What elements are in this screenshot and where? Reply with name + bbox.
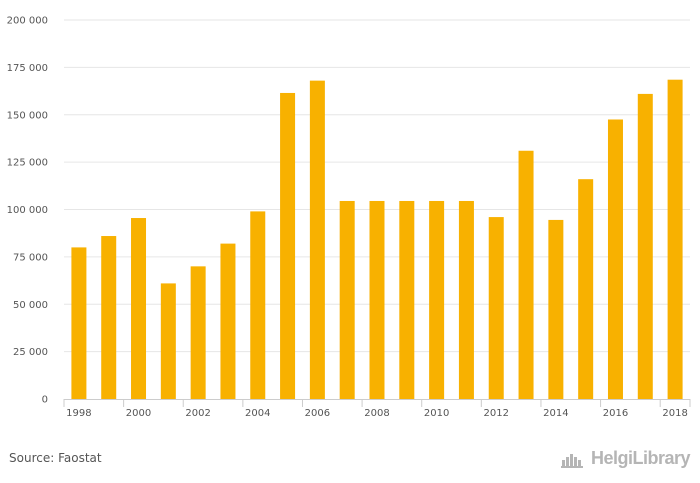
helgi-library-logo-icon: [560, 453, 583, 468]
y-tick-label: 0: [42, 395, 48, 406]
x-tick-label: 1998: [66, 408, 91, 419]
x-tick-label: 2008: [364, 408, 389, 419]
brand-name: HelgiLibrary: [590, 448, 691, 468]
x-tick-label: 2014: [543, 408, 568, 419]
bar-2006: [309, 80, 325, 399]
bar-2010: [429, 200, 445, 399]
bar-1999: [101, 236, 117, 399]
bar-2018: [667, 79, 683, 399]
bar-2009: [399, 200, 415, 399]
x-tick-label: 2006: [305, 408, 330, 419]
bar-2015: [578, 179, 594, 399]
bar-2017: [637, 93, 653, 399]
bar-1998: [71, 247, 87, 399]
y-tick-label: 25 000: [13, 347, 48, 358]
y-tick-label: 75 000: [13, 252, 48, 263]
y-tick-label: 150 000: [7, 110, 48, 121]
bar-2000: [131, 218, 147, 399]
bar-2011: [458, 200, 474, 399]
y-tick-label: 200 000: [7, 16, 48, 27]
bar-2012: [488, 217, 504, 399]
source-label: Source: Faostat: [9, 451, 102, 465]
bar-chart: 0 25 000 50 000 75 000 100 000 125 000 150 000…: [7, 16, 691, 419]
x-tick-label: 2016: [603, 408, 628, 419]
bar-2007: [339, 200, 355, 399]
bar-2016: [607, 119, 623, 400]
bar-2003: [220, 243, 236, 399]
bar-2002: [190, 266, 206, 399]
bar-2008: [369, 200, 385, 399]
y-tick-label: 100 000: [7, 205, 48, 216]
bar-2005: [280, 92, 296, 400]
x-tick-label: 2004: [245, 408, 270, 419]
brand-logo[interactable]: HelgiLibrary: [560, 448, 691, 469]
bar-2014: [548, 219, 564, 399]
y-tick-label: 175 000: [7, 63, 48, 74]
bar-2004: [250, 211, 266, 399]
x-tick-label: 2010: [424, 408, 449, 419]
x-tick-label: 2018: [662, 408, 687, 419]
x-tick-label: 2002: [185, 408, 210, 419]
y-tick-label: 125 000: [7, 158, 48, 169]
y-tick-label: 50 000: [13, 300, 48, 311]
x-tick-label: 2012: [484, 408, 509, 419]
x-tick-label: 2000: [126, 408, 151, 419]
bar-2001: [160, 283, 176, 399]
bar-2013: [518, 150, 534, 399]
